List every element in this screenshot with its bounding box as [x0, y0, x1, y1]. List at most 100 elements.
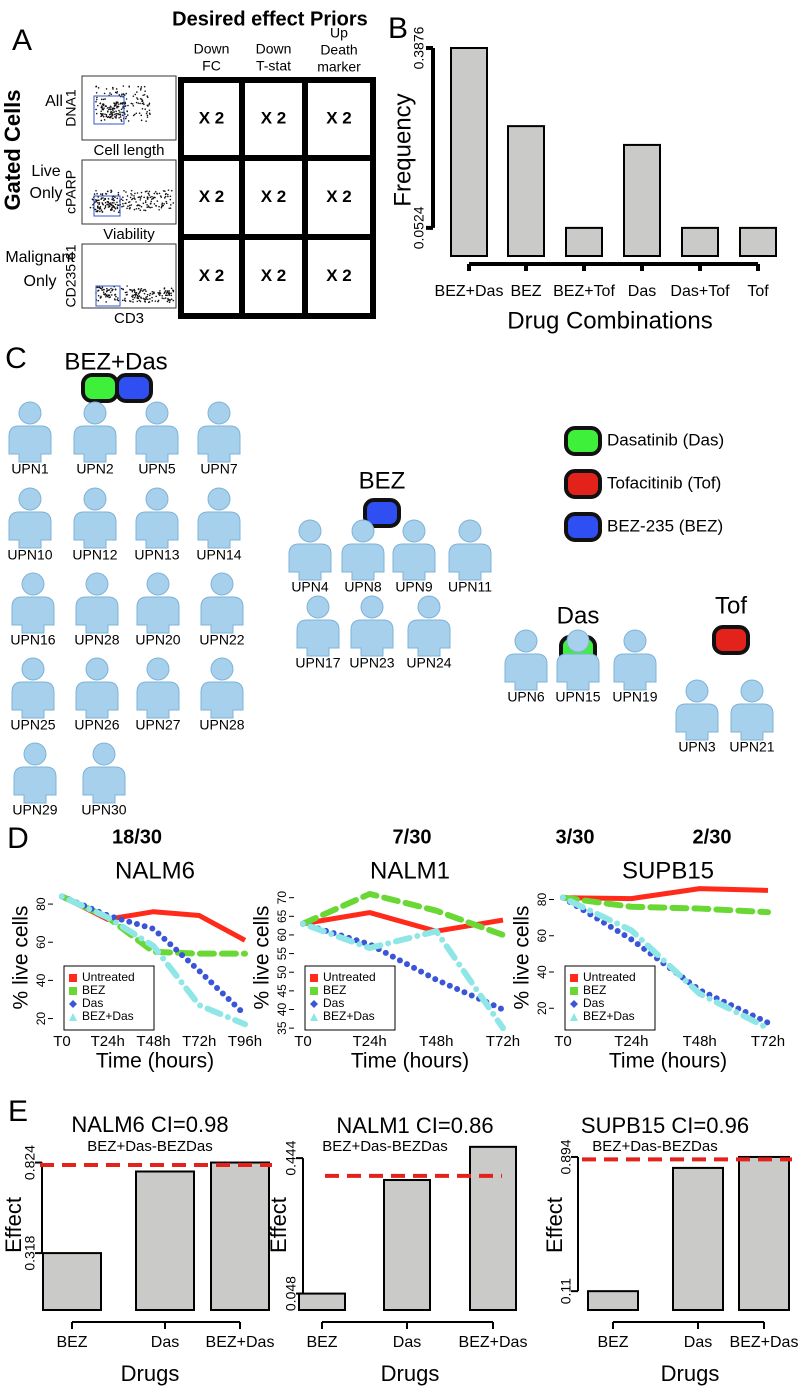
cytometry-dot	[115, 104, 117, 107]
cytometry-dot	[148, 103, 150, 106]
cytometry-dot	[110, 190, 113, 192]
cytometry-dot	[102, 112, 104, 115]
cytometry-dot	[96, 96, 98, 99]
cytometry-dot	[121, 205, 123, 208]
y-axis-title: % live cells	[251, 906, 274, 1010]
cytometry-dot	[164, 195, 167, 198]
cytometry-dot	[133, 195, 135, 197]
cytometry-dot	[116, 90, 119, 93]
cytometry-dot	[128, 201, 130, 204]
y-axis-title: % live cells	[10, 906, 33, 1010]
cytometry-dot	[108, 113, 111, 116]
legend-label: Untreated	[82, 970, 135, 984]
cytometry-dot	[132, 104, 135, 107]
table-cell: X 2	[199, 108, 225, 127]
cytometry-dot	[115, 295, 117, 298]
cytometry-dot	[166, 193, 169, 196]
cytometry-dot	[120, 120, 123, 122]
bar	[672, 1166, 724, 1312]
cytometry-dot	[143, 103, 145, 106]
cytometry-dot	[112, 111, 114, 114]
person-head	[402, 519, 426, 543]
series-line	[560, 894, 771, 916]
cytometry-dot	[168, 291, 170, 293]
cytometry-dot	[96, 192, 98, 195]
cytometry-dot	[137, 293, 140, 295]
cytometry-dot	[169, 198, 172, 201]
series-line	[300, 890, 506, 938]
cytometry-dot	[103, 119, 106, 121]
x-tick-label: T72h	[751, 1033, 785, 1050]
panel-title: Desired effect Priors	[172, 8, 368, 30]
person-body	[13, 766, 57, 804]
y-axis-title: % live cells	[511, 906, 534, 1010]
cytometry-dot	[116, 298, 119, 301]
cytometry-dot	[129, 196, 132, 199]
cytometry-dot	[126, 110, 129, 113]
cytometry-dot	[120, 287, 123, 290]
cytometry-dot	[131, 194, 133, 196]
cytometry-dot	[143, 292, 146, 295]
cytometry-dot	[99, 206, 101, 209]
cytometry-dot	[95, 210, 98, 213]
cytometry-dot	[170, 287, 173, 290]
x-tick-label: BEZ	[597, 1334, 628, 1351]
person-body	[350, 619, 394, 657]
cytometry-dot	[111, 114, 114, 116]
plot-y-label: cPARP	[63, 170, 79, 214]
cytometry-dot	[151, 290, 154, 293]
annotation: BEZ+Das-BEZDas	[87, 1138, 212, 1155]
cytometry-dot	[124, 297, 126, 300]
legend-marker	[310, 1000, 318, 1008]
person-body	[73, 425, 117, 463]
cytometry-dot	[118, 204, 120, 206]
y-axis-title: Effect	[1, 1197, 26, 1253]
x-axis-title: Time (hours)	[351, 1050, 469, 1073]
y-tick-label: 60	[275, 928, 289, 942]
cytometry-dot	[151, 300, 154, 302]
cytometry-dot	[147, 192, 150, 195]
cytometry-dot	[132, 298, 134, 301]
bar	[587, 1290, 639, 1312]
cytometry-dot	[139, 199, 142, 201]
cytometry-dot	[138, 112, 141, 114]
cytometry-dot	[102, 291, 105, 294]
bar	[623, 143, 661, 257]
cytometry-dot	[99, 210, 101, 213]
fraction: 7/30	[393, 826, 432, 848]
cytometry-dot	[141, 107, 144, 110]
table-cell: X 2	[326, 266, 352, 285]
y-tick-label: 70	[275, 891, 289, 905]
cytometry-dot	[113, 105, 116, 107]
person-body	[11, 681, 55, 719]
cytometry-dot	[146, 190, 148, 192]
annotation: BEZ+Das-BEZDas	[592, 1138, 717, 1155]
cytometry-dot	[105, 193, 108, 195]
cytometry-dot	[164, 190, 166, 192]
y-tick-label: 0.3876	[411, 26, 427, 69]
x-tick-label: T96h	[228, 1033, 262, 1050]
bar	[681, 226, 719, 258]
cytometry-dot	[96, 199, 99, 202]
x-tick-label: Das	[151, 1334, 179, 1351]
cytometry-dot	[102, 115, 105, 118]
cytometry-dot	[99, 112, 102, 115]
x-tick-label: BEZ+Das	[730, 1334, 799, 1351]
cytometry-dot	[107, 200, 109, 203]
cytometry-dot	[163, 287, 166, 289]
plot-x-label: Cell length	[94, 142, 165, 159]
cytometry-dot	[159, 291, 161, 294]
person-body	[197, 425, 241, 463]
cytometry-dot	[135, 207, 138, 210]
x-tick-label: T48h	[136, 1033, 170, 1050]
y-tick-label: 55	[275, 947, 289, 961]
patient-label: UPN12	[72, 547, 117, 563]
cytometry-dot	[147, 205, 150, 207]
cytometry-dot	[107, 190, 109, 193]
cytometry-dot	[115, 114, 118, 117]
cytometry-dot	[155, 204, 157, 207]
x-tick-label: Das+Tof	[670, 283, 730, 300]
cytometry-dot	[113, 111, 115, 113]
cytometry-dot	[140, 287, 143, 290]
